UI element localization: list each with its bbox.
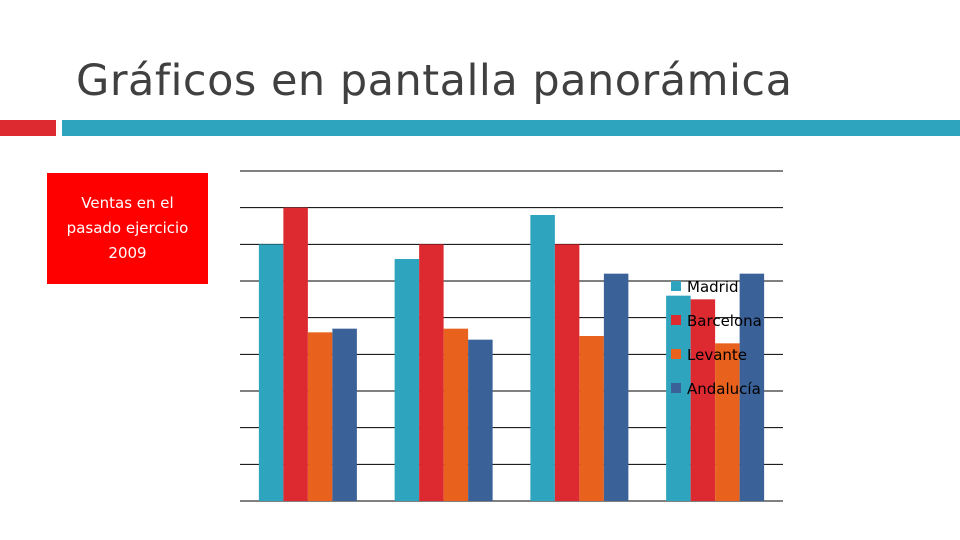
bar-levante [307, 332, 333, 501]
slide-title: Gráficos en pantalla panorámica [76, 56, 793, 106]
legend-label: Andalucía [687, 380, 761, 398]
bar-levante [579, 336, 604, 501]
chart-legend: Madrid Barcelona Levante Andalucía [671, 278, 762, 398]
bar-barcelona [690, 299, 716, 501]
legend-label: Madrid [687, 278, 739, 296]
bar-andalucía [739, 273, 765, 501]
bar-madrid [666, 295, 691, 501]
legend-swatch [671, 281, 681, 291]
bar-levante [443, 328, 469, 501]
bar-madrid [530, 215, 555, 501]
header-accent-blue [62, 120, 960, 136]
chart-bars [258, 207, 765, 502]
bar-andalucía [603, 273, 629, 501]
bar-andalucía [332, 328, 357, 501]
bar-barcelona [419, 244, 444, 502]
legend-swatch [671, 315, 681, 325]
legend-label: Barcelona [687, 312, 762, 330]
bar-madrid [394, 259, 420, 501]
callout-text: Ventas en el pasado ejercicio 2009 [66, 194, 189, 262]
bar-madrid [258, 244, 284, 502]
legend-label: Levante [687, 346, 747, 364]
bar-levante [715, 343, 740, 501]
header-accent-red [0, 120, 56, 136]
bar-andalucía [468, 339, 493, 501]
callout-box: Ventas en el pasado ejercicio 2009 [47, 173, 208, 284]
legend-swatch [671, 349, 681, 359]
legend-swatch [671, 383, 681, 393]
bar-barcelona [554, 244, 580, 502]
bar-barcelona [283, 207, 308, 501]
